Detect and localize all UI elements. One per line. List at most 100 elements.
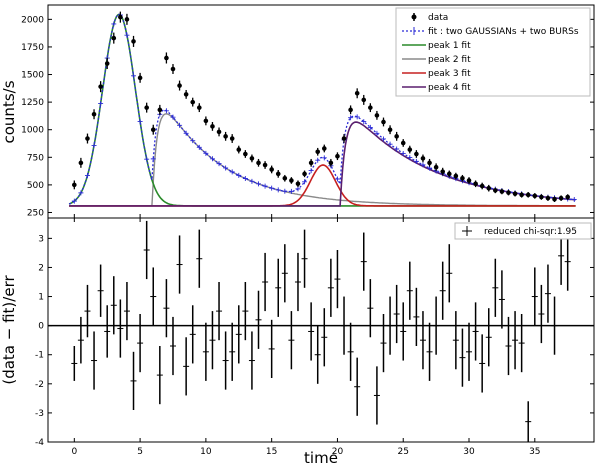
data-point bbox=[558, 195, 564, 201]
residual-point bbox=[229, 322, 236, 381]
data-point bbox=[394, 131, 399, 141]
fit-marker bbox=[288, 188, 294, 194]
bottom-xtick-label: 15 bbox=[266, 447, 277, 457]
total-fit-curve bbox=[68, 13, 576, 205]
data-point bbox=[104, 57, 110, 70]
data-point bbox=[131, 35, 136, 47]
legend-fit-label: fit : two GAUSSIANs + two BURSs bbox=[428, 27, 579, 37]
legend-data-label: data bbox=[428, 13, 448, 23]
residual-point bbox=[196, 229, 203, 288]
residual-point bbox=[143, 220, 150, 280]
data-point bbox=[269, 165, 274, 174]
residual-point bbox=[216, 282, 223, 341]
legend-peak2-label: peak 2 fit bbox=[428, 55, 471, 65]
data-point bbox=[565, 194, 570, 200]
data-point bbox=[249, 154, 255, 163]
bottom-ytick-label: 1 bbox=[38, 293, 44, 303]
bottom-legend: reduced chi-sqr:1.95 bbox=[454, 222, 592, 240]
fit-marker bbox=[387, 141, 393, 147]
residual-point bbox=[466, 322, 473, 381]
residual-point bbox=[400, 302, 407, 361]
data-point bbox=[420, 154, 426, 163]
residual-point bbox=[209, 311, 216, 370]
fit-marker bbox=[400, 150, 406, 156]
legend-peak3-label: peak 3 fit bbox=[428, 69, 471, 79]
residual-point bbox=[169, 316, 176, 376]
fit-marker bbox=[71, 198, 77, 204]
legend-residual-marker bbox=[462, 226, 472, 236]
fit-marker bbox=[177, 122, 183, 128]
residual-point bbox=[341, 296, 348, 355]
residual-point bbox=[485, 308, 492, 367]
residual-point bbox=[268, 319, 275, 378]
data-point bbox=[532, 193, 538, 199]
fit-marker bbox=[256, 181, 262, 187]
residual-point bbox=[413, 287, 420, 346]
fit-marker bbox=[203, 150, 209, 156]
residual-point bbox=[281, 244, 288, 303]
bottom-ytick-label: -1 bbox=[35, 351, 44, 361]
data-point bbox=[493, 187, 498, 194]
data-point bbox=[361, 94, 367, 105]
data-point bbox=[460, 174, 465, 182]
residual-point bbox=[294, 252, 301, 312]
data-point bbox=[229, 134, 235, 143]
fit-marker bbox=[308, 168, 314, 174]
bottom-ytick-label: -2 bbox=[35, 380, 44, 390]
data-point bbox=[223, 131, 228, 141]
fit-marker bbox=[571, 197, 577, 203]
residual-point bbox=[130, 351, 137, 410]
data-point bbox=[525, 192, 531, 198]
residual-point bbox=[525, 401, 532, 442]
fit-marker bbox=[183, 130, 189, 136]
data-point bbox=[499, 188, 505, 195]
data-point bbox=[321, 144, 327, 153]
data-point bbox=[72, 180, 77, 190]
fit-marker bbox=[269, 185, 275, 191]
top-ytick-label: 750 bbox=[27, 153, 44, 163]
top-ytick-label: 1000 bbox=[21, 126, 44, 136]
bottom-xtick-label: 25 bbox=[398, 447, 409, 457]
fit-marker bbox=[348, 115, 354, 121]
fit-marker bbox=[275, 187, 281, 193]
fit-marker bbox=[91, 143, 97, 149]
residual-point bbox=[84, 284, 91, 338]
data-point bbox=[236, 145, 242, 154]
data-point bbox=[539, 194, 544, 200]
data-point bbox=[190, 97, 196, 107]
residual-point bbox=[512, 311, 519, 370]
data-point bbox=[216, 127, 222, 137]
residual-point bbox=[334, 250, 341, 309]
bottom-xtick-label: 10 bbox=[200, 447, 212, 457]
fit-marker bbox=[223, 165, 229, 171]
data-point bbox=[164, 52, 169, 64]
fit-marker bbox=[131, 73, 137, 79]
residual-points bbox=[71, 220, 571, 442]
data-point bbox=[466, 177, 472, 184]
bottom-ylabel: (data − fit)/err bbox=[0, 275, 18, 385]
data-point bbox=[479, 182, 485, 190]
fit-marker bbox=[354, 114, 360, 120]
data-point bbox=[400, 139, 406, 147]
fit-marker bbox=[111, 21, 117, 27]
fit-marker bbox=[334, 176, 340, 182]
top-ytick-label: 1750 bbox=[21, 43, 44, 53]
data-point bbox=[453, 172, 459, 180]
peak3-fit-curve bbox=[69, 164, 576, 207]
residual-point bbox=[255, 290, 262, 349]
residual-point bbox=[110, 276, 117, 335]
residual-point bbox=[459, 328, 466, 387]
residual-point bbox=[544, 264, 551, 323]
data-point bbox=[78, 157, 84, 168]
residual-point bbox=[452, 311, 459, 370]
bottom-xtick-label: 0 bbox=[71, 447, 77, 457]
data-point bbox=[335, 152, 340, 161]
data-point bbox=[308, 158, 314, 167]
bottom-xtick-label: 30 bbox=[463, 447, 475, 457]
fit-marker bbox=[262, 183, 268, 189]
legend-residual-label: reduced chi-sqr:1.95 bbox=[484, 227, 577, 237]
residual-point bbox=[262, 252, 269, 312]
top-y-ticks: 250 500 750 1000 1250 1500 1750 2000 bbox=[21, 15, 594, 218]
bottom-xlabel: time bbox=[304, 449, 338, 467]
data-point bbox=[486, 184, 492, 192]
